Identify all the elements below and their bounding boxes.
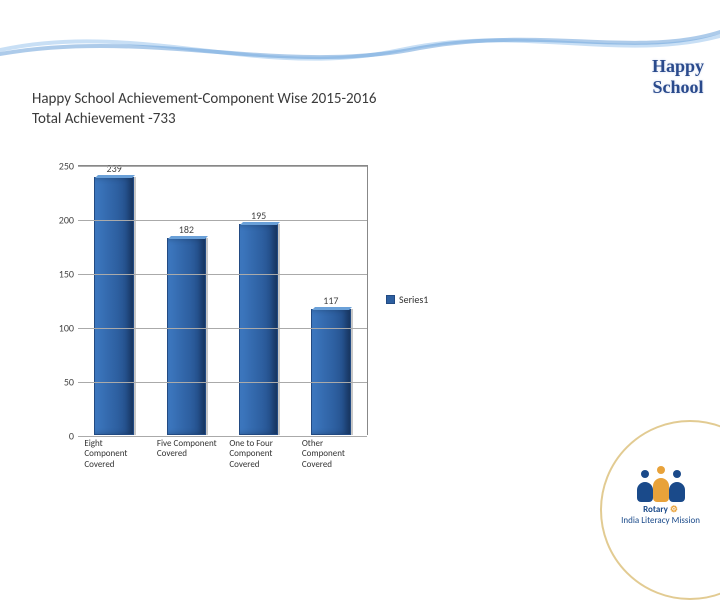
y-tick: 50	[54, 376, 74, 389]
chart-title: Happy School Achievement-Component Wise …	[32, 90, 376, 128]
bars-container: 239182195117	[78, 166, 367, 435]
bar-group: 117	[299, 294, 363, 435]
bar-chart: 239182195117 050100150200250 Eight Compo…	[50, 165, 480, 485]
title-line2: Total Achievement -733	[32, 110, 376, 128]
grid-line	[78, 166, 367, 167]
gear-icon: ⚙	[670, 504, 678, 515]
grid-line	[78, 274, 367, 275]
bar-value-label: 117	[323, 294, 338, 307]
y-tick: 100	[54, 322, 74, 335]
brand-line1: Happy	[652, 56, 704, 77]
bar	[167, 238, 206, 435]
y-tick: 150	[54, 268, 74, 281]
plot-area: 239182195117 050100150200250	[78, 165, 368, 435]
legend: Series1	[386, 293, 428, 306]
bar	[239, 224, 278, 435]
grid-line	[78, 436, 367, 437]
y-tick: 200	[54, 214, 74, 227]
brand-title: Happy School	[652, 56, 704, 98]
x-axis-label: Other Component Covered	[300, 439, 364, 470]
legend-swatch	[386, 295, 395, 304]
bar-group: 239	[82, 162, 146, 435]
y-tick: 0	[54, 430, 74, 443]
y-tick: 250	[54, 160, 74, 173]
brand-line2: School	[652, 77, 704, 98]
x-axis-label: Five Component Covered	[155, 439, 219, 470]
mission-text: India Literacy Mission	[621, 515, 700, 526]
bar	[94, 177, 133, 435]
x-axis-label: One to Four Component Covered	[227, 439, 291, 470]
footer-logo: Rotary ⚙ India Literacy Mission	[621, 466, 700, 526]
bar-value-label: 239	[107, 162, 122, 175]
grid-line	[78, 382, 367, 383]
bar-value-label: 182	[179, 223, 194, 236]
legend-label: Series1	[399, 293, 428, 306]
title-line1: Happy School Achievement-Component Wise …	[32, 90, 376, 108]
bar-group: 182	[155, 223, 219, 435]
x-axis-label: Eight Component Covered	[82, 439, 146, 470]
rotary-text: Rotary	[643, 504, 668, 515]
people-icon	[633, 466, 689, 502]
grid-line	[78, 328, 367, 329]
bar-group: 195	[227, 209, 291, 435]
grid-line	[78, 220, 367, 221]
x-axis-labels: Eight Component Covered Five Component Co…	[78, 439, 368, 470]
header-wave	[0, 0, 720, 85]
